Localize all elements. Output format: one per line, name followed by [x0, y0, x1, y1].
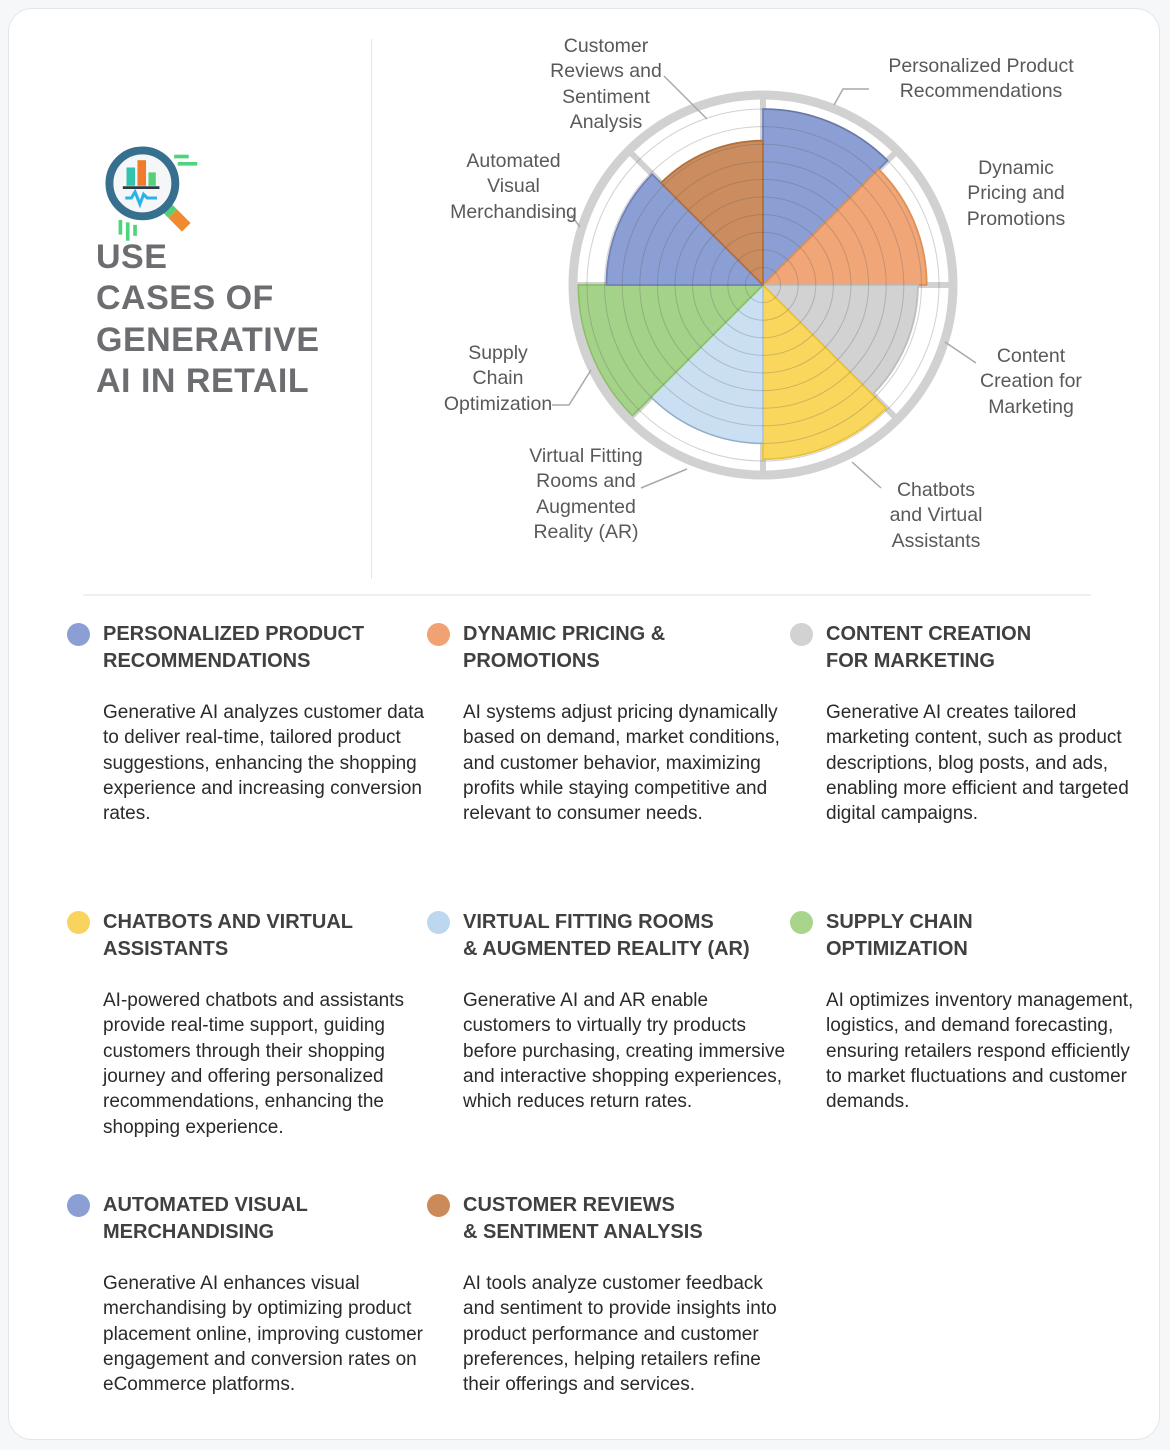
- infographic-card: USE CASES OF GENERATIVE AI IN RETAIL Per…: [8, 8, 1160, 1440]
- card-body: Generative AI analyzes customer data to …: [103, 702, 425, 825]
- chart-label-customer-reviews: Customer Reviews and Sentiment Analysis: [550, 35, 662, 134]
- magnifier-bar-chart-icon: [105, 146, 198, 241]
- card-body: AI systems adjust pricing dynamically ba…: [463, 702, 780, 825]
- card-title: VIRTUAL FITTING ROOMS & AUGMENTED REALIT…: [463, 911, 750, 960]
- card-title: CHATBOTS AND VIRTUAL ASSISTANTS: [103, 911, 353, 960]
- use-case-card-dynamic-pricing: DYNAMIC PRICING & PROMOTIONS AI systems …: [427, 621, 785, 827]
- card-body: AI tools analyze customer feedback and s…: [463, 1273, 777, 1396]
- legend-dot: [67, 623, 90, 646]
- chart-label-supply-chain: Supply Chain Optimization: [443, 342, 553, 415]
- use-case-card-chatbots: CHATBOTS AND VIRTUAL ASSISTANTS AI-power…: [67, 909, 425, 1140]
- chart-label-content-creation: Content Creation for Marketing: [980, 345, 1082, 418]
- horizontal-divider: [83, 594, 1091, 596]
- card-body: Generative AI and AR enable customers to…: [463, 990, 786, 1113]
- use-case-card-personalized: PERSONALIZED PRODUCT RECOMMENDATIONS Gen…: [67, 621, 425, 827]
- card-title: CONTENT CREATION FOR MARKETING: [826, 623, 1032, 672]
- use-case-card-customer-reviews: CUSTOMER REVIEWS & SENTIMENT ANALYSIS AI…: [427, 1192, 785, 1398]
- chart-label-automated-visual: Automated Visual Merchandising: [450, 150, 577, 223]
- vertical-divider: [371, 39, 372, 579]
- legend-dot: [427, 623, 450, 646]
- radial-chart: [552, 75, 977, 489]
- card-body: AI-powered chatbots and assistants provi…: [103, 990, 405, 1138]
- chart-label-virtual-fitting: Virtual Fitting Rooms and Augmented Real…: [529, 445, 643, 544]
- card-body: Generative AI enhances visual merchandis…: [103, 1273, 423, 1396]
- legend-dot: [790, 911, 813, 934]
- chart-label-dynamic-pricing: Dynamic Pricing and Promotions: [966, 157, 1066, 230]
- card-title: AUTOMATED VISUAL MERCHANDISING: [103, 1194, 308, 1243]
- card-title: PERSONALIZED PRODUCT RECOMMENDATIONS: [103, 623, 365, 672]
- use-case-card-automated-visual: AUTOMATED VISUAL MERCHANDISING Generativ…: [67, 1192, 425, 1398]
- legend-dot: [67, 1194, 90, 1217]
- card-title: SUPPLY CHAIN OPTIMIZATION: [826, 911, 973, 960]
- legend-dot: [427, 1194, 450, 1217]
- chart-label-personalized: Personalized Product Recommendations: [888, 55, 1074, 103]
- card-title: DYNAMIC PRICING & PROMOTIONS: [463, 623, 666, 672]
- card-body: Generative AI creates tailored marketing…: [826, 702, 1129, 825]
- page-title: USE CASES OF GENERATIVE AI IN RETAIL: [96, 238, 320, 401]
- use-case-card-supply-chain: SUPPLY CHAIN OPTIMIZATION AI optimizes i…: [790, 909, 1148, 1115]
- use-case-card-content-creation: CONTENT CREATION FOR MARKETING Generativ…: [790, 621, 1148, 827]
- chart-label-chatbots: Chatbots and Virtual Assistants: [889, 479, 983, 552]
- legend-dot: [427, 911, 450, 934]
- legend-dot: [790, 623, 813, 646]
- legend-dot: [67, 911, 90, 934]
- card-body: AI optimizes inventory management, logis…: [826, 990, 1134, 1113]
- use-case-card-virtual-fitting: VIRTUAL FITTING ROOMS & AUGMENTED REALIT…: [427, 909, 785, 1115]
- card-title: CUSTOMER REVIEWS & SENTIMENT ANALYSIS: [463, 1194, 703, 1243]
